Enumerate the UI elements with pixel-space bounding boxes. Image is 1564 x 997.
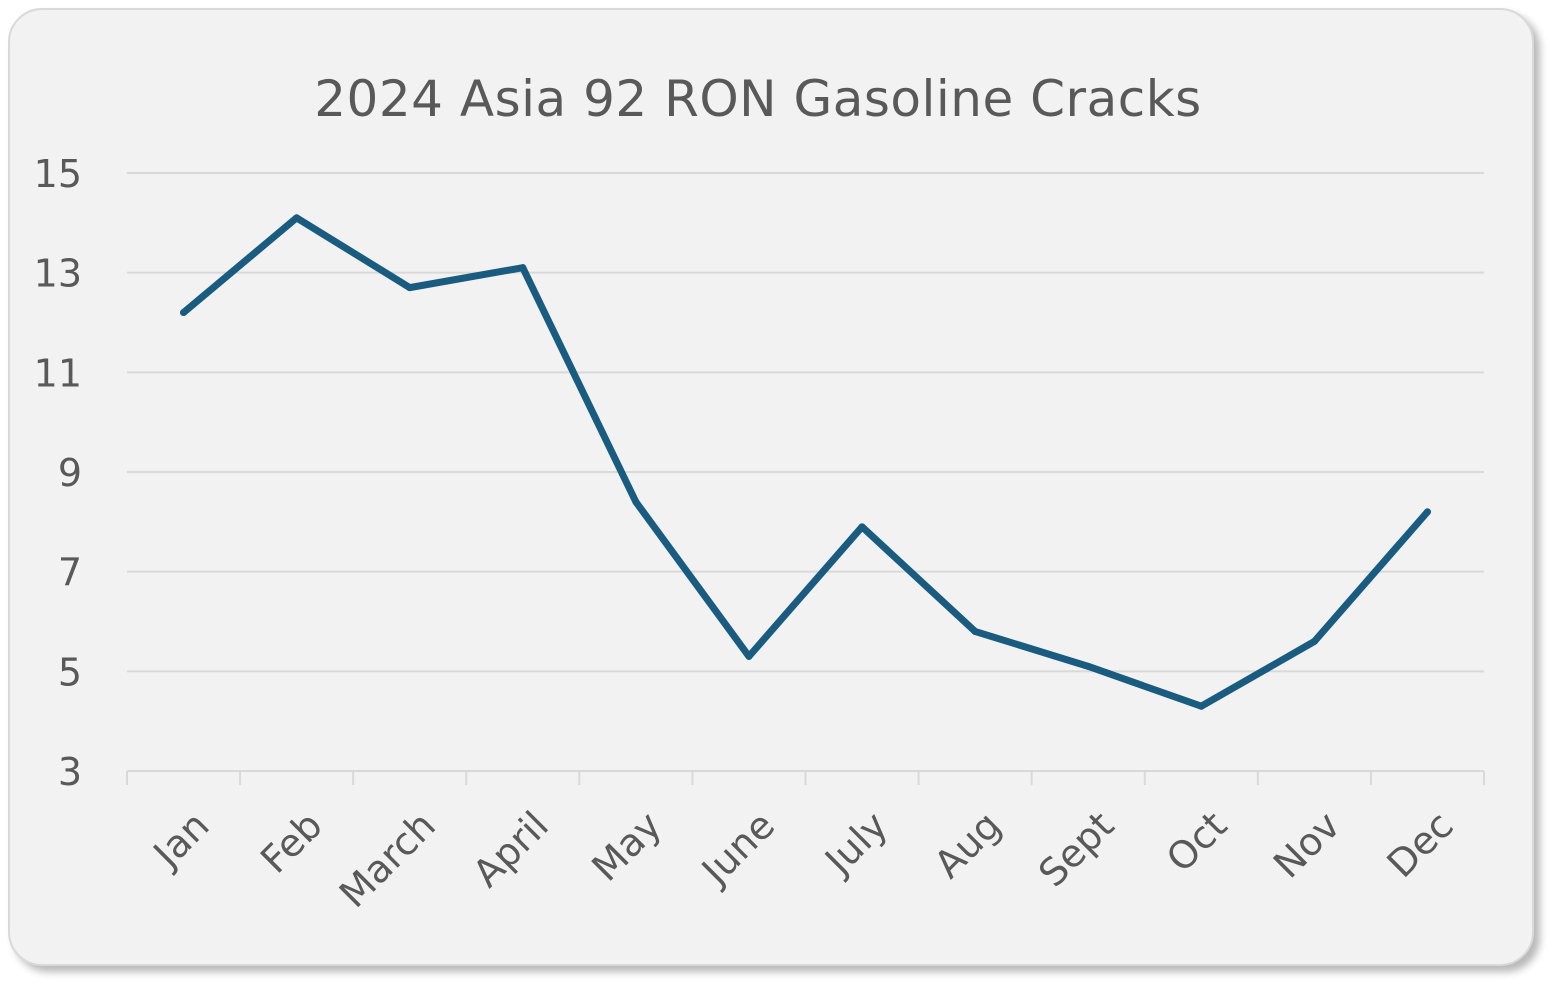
y-tick-label: 7 <box>58 551 82 595</box>
gridlines <box>127 172 1484 673</box>
data-point <box>971 627 979 635</box>
x-axis-tick-labels: Jan Feb March April May June July Aug Sept Oct Nov… <box>144 803 1462 916</box>
data-point <box>406 284 414 292</box>
x-tick-label: Jan <box>144 803 218 877</box>
data-point <box>745 652 753 660</box>
x-tick-label: June <box>692 803 783 894</box>
y-tick-label: 5 <box>58 650 82 694</box>
data-point <box>519 264 527 272</box>
series-layer <box>180 214 1431 710</box>
chart-card <box>8 8 1534 966</box>
x-tick-label: Feb <box>252 803 331 882</box>
x-tick-label: May <box>583 803 670 890</box>
data-point <box>1084 662 1092 670</box>
y-tick-label: 11 <box>34 351 82 395</box>
x-tick-label: Oct <box>1158 803 1236 881</box>
data-point <box>180 309 188 317</box>
series-line <box>180 214 1431 710</box>
y-tick-label: 9 <box>58 451 82 495</box>
x-axis <box>126 770 1485 785</box>
data-point <box>858 523 866 531</box>
data-point <box>1310 637 1318 645</box>
y-tick-label: 15 <box>34 152 82 196</box>
x-tick-label: Nov <box>1265 803 1349 887</box>
x-tick-label: Sept <box>1030 803 1122 895</box>
x-tick-label: Dec <box>1379 803 1462 886</box>
data-point <box>632 498 640 506</box>
data-point <box>1423 508 1431 516</box>
y-tick-label: 3 <box>58 750 82 794</box>
data-point <box>1197 702 1205 710</box>
y-axis-tick-labels: 3 5 7 9 11 13 15 <box>34 152 82 794</box>
x-tick-label: March <box>331 803 444 916</box>
x-tick-label: Aug <box>926 803 1010 887</box>
x-tick-label: July <box>815 803 896 884</box>
y-tick-label: 13 <box>34 252 82 296</box>
data-point <box>293 214 301 222</box>
x-tick-label: April <box>464 803 557 896</box>
chart-title: 2024 Asia 92 RON Gasoline Cracks <box>314 70 1202 128</box>
